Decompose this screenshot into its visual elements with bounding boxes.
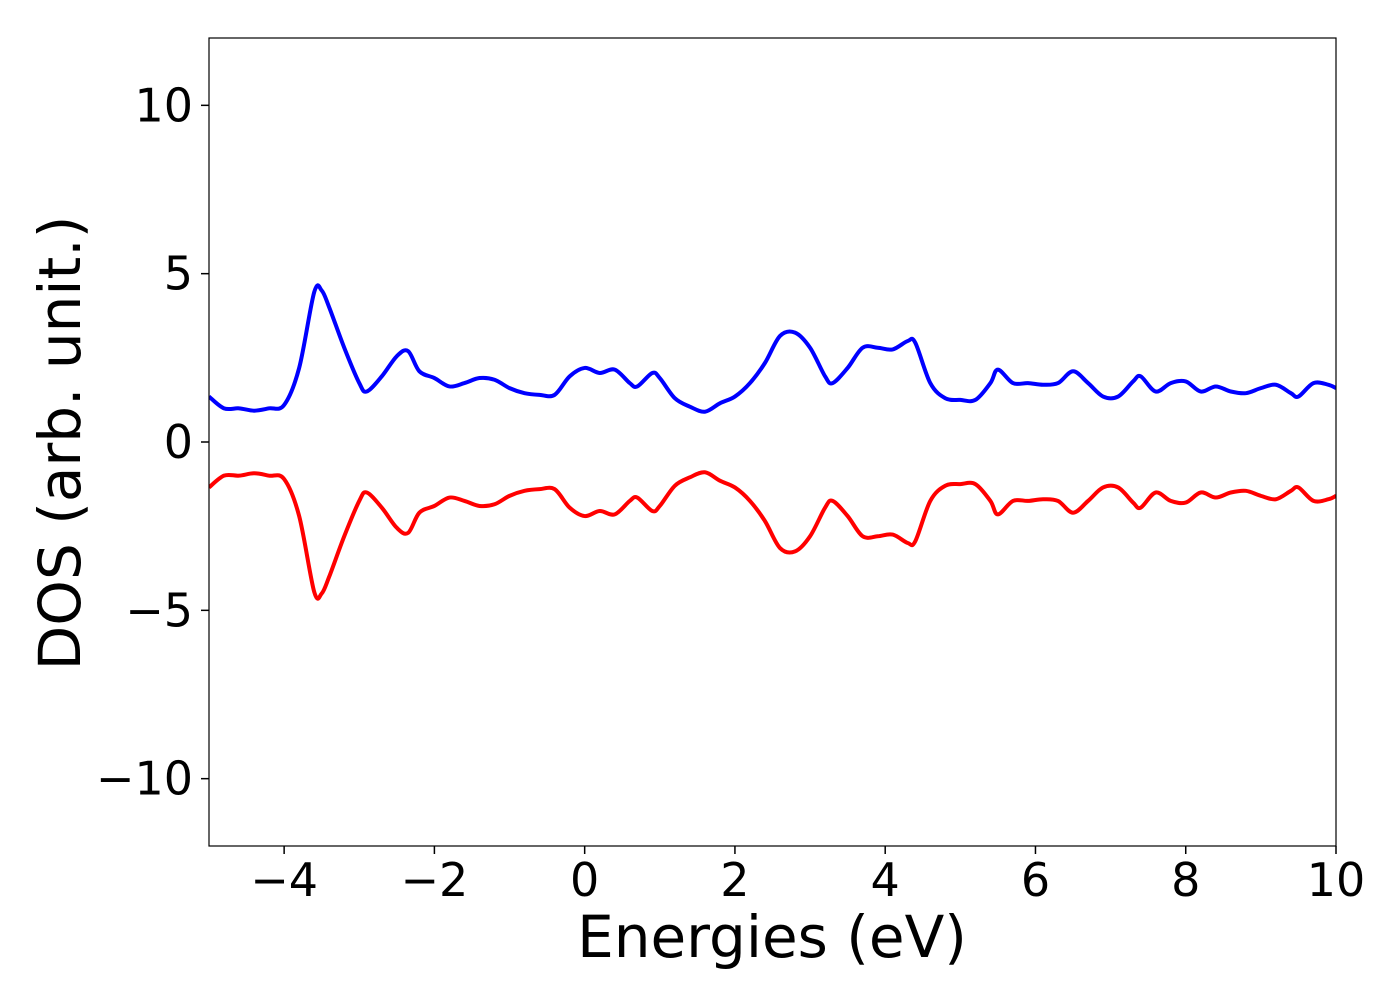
- x-tick-label: −4: [250, 853, 318, 907]
- x-tick-label: 4: [871, 853, 900, 907]
- series-line: [209, 470, 1336, 601]
- x-tick-label: 6: [1021, 853, 1050, 907]
- y-tick-label: 5: [164, 247, 193, 301]
- x-tick-label: 8: [1171, 853, 1200, 907]
- plot-frame: [208, 37, 1337, 847]
- y-tick-label: −10: [96, 752, 193, 806]
- y-axis-label: DOS (arb. unit.): [26, 216, 94, 671]
- y-tick-label: −5: [125, 583, 193, 637]
- x-tick-label: 0: [570, 853, 599, 907]
- y-tick-label: 0: [164, 415, 193, 469]
- x-tick-label: 2: [720, 853, 749, 907]
- x-tick-label: 10: [1307, 853, 1366, 907]
- series-line: [209, 283, 1336, 414]
- x-tick-label: −2: [400, 853, 468, 907]
- x-axis-label: Energies (eV): [577, 903, 967, 971]
- y-tick-label: 10: [134, 78, 193, 132]
